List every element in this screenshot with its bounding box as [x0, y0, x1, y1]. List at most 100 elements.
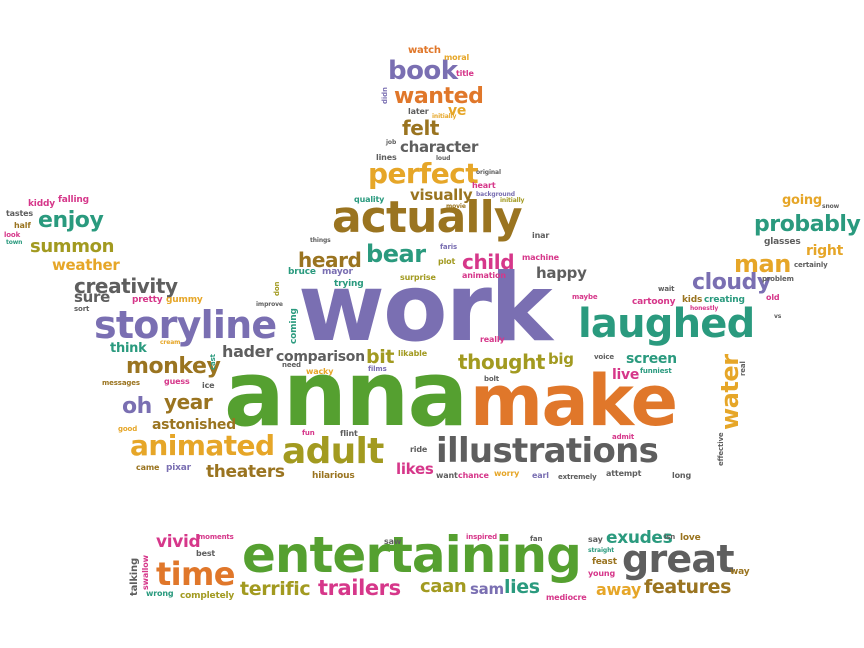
cloud-word: straight [588, 547, 614, 554]
cloud-word: earl [532, 471, 549, 480]
cloud-word: bruce [288, 267, 316, 277]
cloud-word: away [596, 580, 642, 599]
cloud-word: heart [472, 181, 496, 190]
cloud-word: improve [256, 301, 283, 308]
cloud-word: wacky [306, 367, 334, 376]
cloud-word: old [766, 293, 780, 302]
cloud-word: astonished [152, 417, 236, 433]
cloud-word: kiddy [28, 199, 55, 209]
cloud-word: pretty [132, 295, 163, 305]
cloud-word: make [470, 360, 678, 442]
cloud-word: isn [664, 533, 676, 541]
cloud-word: perfect [368, 157, 479, 190]
cloud-word: hilarious [312, 471, 355, 481]
cloud-word: say [588, 535, 603, 544]
cloud-word: extremely [558, 473, 597, 481]
cloud-word: bit [366, 346, 395, 368]
cloud-word: bear [366, 240, 426, 268]
cloud-word: snow [822, 203, 840, 210]
cloud-word: ride [410, 445, 428, 454]
cloud-word: title [456, 69, 474, 78]
cloud-word: laughed [578, 301, 755, 347]
cloud-word: live [612, 367, 640, 383]
cloud-word: cartoony [632, 297, 676, 307]
cloud-word: actually [332, 192, 523, 243]
cloud-word: initially [432, 113, 457, 120]
cloud-word: sure [74, 288, 110, 306]
cloud-word: flint [340, 429, 358, 438]
cloud-word: caan [420, 576, 467, 597]
cloud-word: bolt [484, 375, 500, 383]
cloud-word: love [680, 533, 701, 543]
cloud-word: real [739, 361, 747, 376]
cloud-word: later [408, 107, 429, 116]
cloud-word: certainly [794, 261, 828, 269]
cloud-word: exudes [606, 528, 673, 548]
cloud-word: trailers [318, 576, 401, 600]
cloud-word: really [480, 335, 505, 344]
cloud-word: faris [440, 243, 458, 251]
cloud-word: happy [536, 264, 587, 282]
cloud-word: want [436, 471, 458, 480]
cloud-word: hader [222, 342, 273, 361]
cloud-word: voice [594, 353, 614, 361]
cloud-word: maybe [572, 293, 598, 301]
cloud-word: messages [102, 379, 140, 387]
cloud-word: long [672, 471, 692, 480]
cloud-word: cast [209, 354, 217, 370]
cloud-word: problem [762, 275, 794, 283]
cloud-word: half [14, 221, 31, 230]
cloud-word: vs [774, 313, 782, 320]
cloud-word: thought [458, 350, 546, 374]
cloud-word: honestly [690, 305, 719, 312]
cloud-word: ve [448, 103, 467, 119]
cloud-word: didn [381, 87, 389, 104]
cloud-word: worry [494, 469, 520, 478]
cloud-word: screen [626, 351, 677, 367]
cloud-word: weather [52, 256, 120, 274]
cloud-word: glasses [764, 237, 801, 247]
cloud-word: moral [444, 53, 470, 62]
cloud-word: town [6, 239, 23, 246]
cloud-word: summon [30, 236, 115, 257]
cloud-word: feast [592, 557, 617, 567]
cloud-word: visually [410, 186, 473, 204]
cloud-word: vivid [156, 532, 201, 552]
cloud-word: cream [160, 339, 181, 346]
cloud-word: felt [402, 116, 440, 140]
cloud-word: good [118, 425, 138, 433]
cloud-word: best [196, 549, 216, 558]
cloud-word: films [368, 365, 387, 373]
cloud-word: trying [334, 279, 364, 289]
cloud-word: big [548, 350, 574, 368]
cloud-word: machine [522, 253, 559, 262]
cloud-word: came [136, 463, 160, 472]
cloud-word: character [400, 138, 479, 156]
cloud-word: admit [612, 433, 635, 441]
cloud-word: storyline [94, 303, 277, 347]
cloud-word: way [730, 567, 750, 577]
cloud-word: right [806, 243, 843, 259]
cloud-word: terrific [240, 578, 311, 600]
cloud-word: illustrations [436, 431, 659, 471]
cloud-word: entertaining [242, 526, 582, 584]
cloud-word: watch [408, 45, 441, 56]
cloud-word: cloudy [692, 270, 771, 295]
cloud-word: initially [500, 197, 525, 204]
cloud-word: lines [376, 153, 397, 162]
cloud-word: creating [704, 295, 745, 305]
cloud-word: lies [504, 576, 540, 598]
cloud-word: comparison [276, 349, 365, 365]
cloud-word: animation [462, 271, 506, 280]
cloud-word: talking [129, 558, 140, 596]
cloud-word: don [273, 281, 281, 296]
cloud-word: wanted [394, 84, 484, 109]
cloud-word: wait [658, 285, 675, 293]
cloud-word: likes [396, 460, 434, 478]
cloud-word: surprise [400, 273, 436, 282]
cloud-word: tastes [6, 209, 34, 218]
cloud-word: creativity [74, 274, 178, 298]
cloud-word: look [4, 231, 21, 239]
cloud-word: falling [58, 195, 89, 205]
cloud-word: adult [282, 431, 384, 472]
